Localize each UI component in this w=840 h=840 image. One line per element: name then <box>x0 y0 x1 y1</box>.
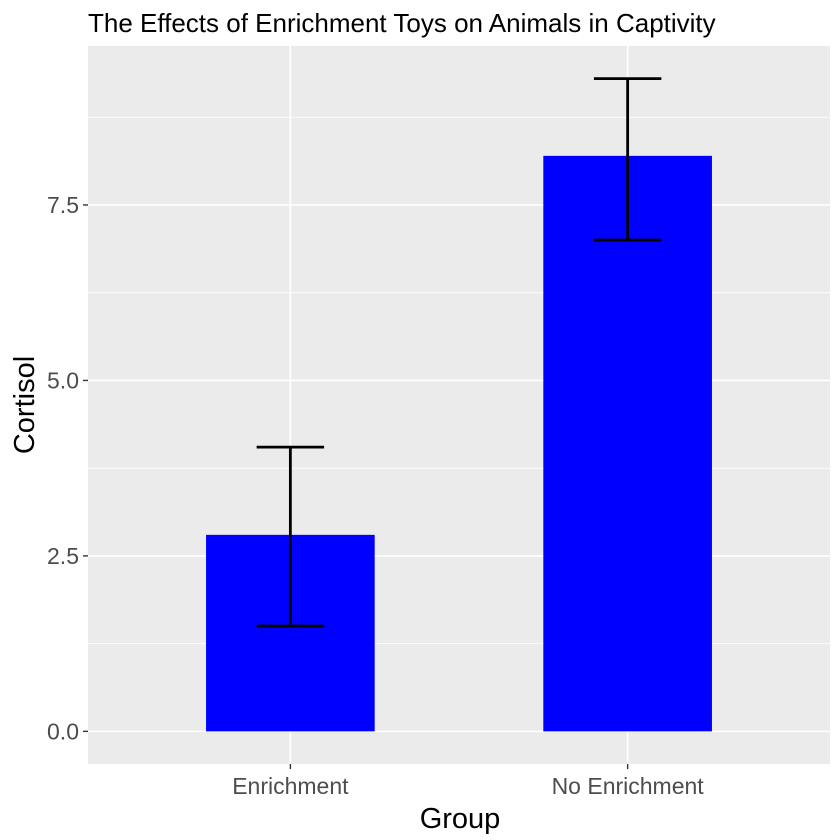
x-tick-label: Enrichment <box>232 773 349 799</box>
x-axis: Enrichment No Enrichment <box>232 764 704 799</box>
y-tick-label: 5.0 <box>47 367 79 393</box>
y-axis-title: Cortisol <box>9 356 41 454</box>
bar <box>543 155 712 732</box>
error-bars <box>256 77 662 628</box>
y-axis: 0.0 2.5 5.0 7.5 <box>47 192 88 744</box>
y-tick-label: 0.0 <box>47 718 79 744</box>
plot-panel <box>88 46 830 764</box>
chart-title: The Effects of Enrichment Toys on Animal… <box>88 8 716 38</box>
x-tick-label: No Enrichment <box>552 773 705 799</box>
x-axis-title: Group <box>420 803 501 835</box>
y-tick-label: 2.5 <box>47 543 79 569</box>
y-tick-label: 7.5 <box>47 192 79 218</box>
